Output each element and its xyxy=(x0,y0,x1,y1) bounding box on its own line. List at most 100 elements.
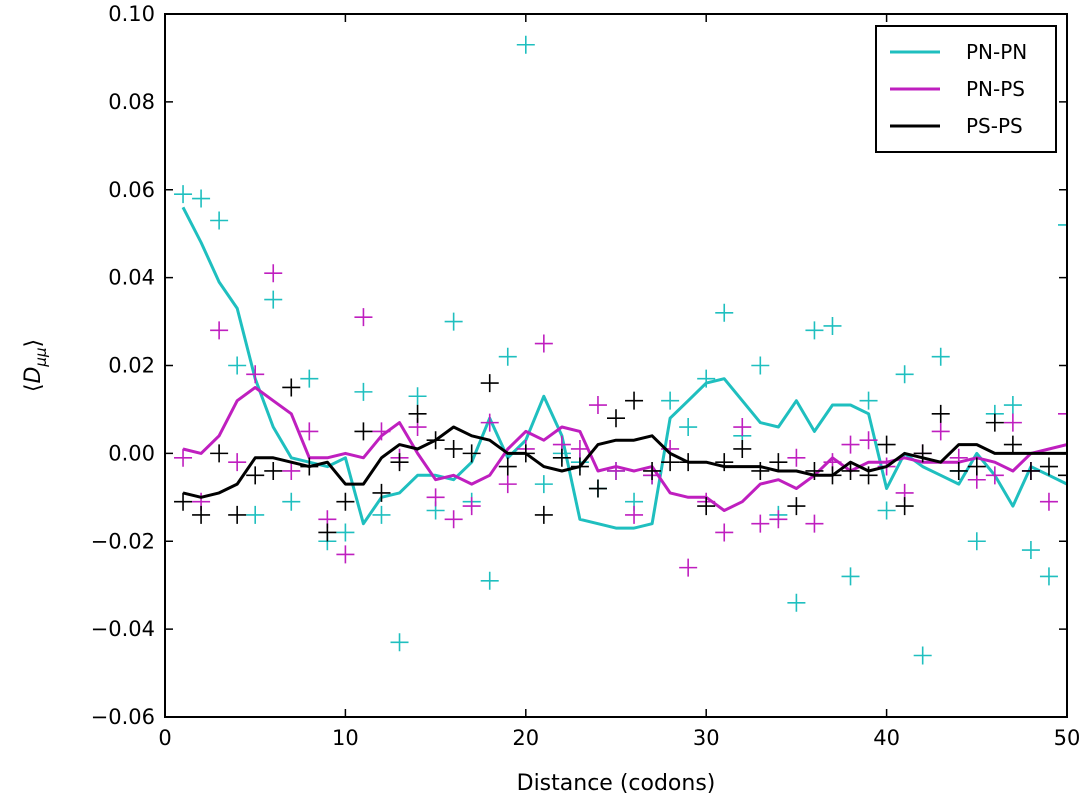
data-point-ps-ps xyxy=(228,505,247,524)
data-point-pn-pn xyxy=(679,418,698,437)
data-point-ps-ps xyxy=(913,444,932,463)
data-point-ps-ps xyxy=(643,461,662,480)
data-point-pn-ps xyxy=(751,514,770,533)
data-point-pn-pn xyxy=(661,391,680,410)
data-point-ps-ps xyxy=(661,453,680,472)
data-point-ps-ps xyxy=(408,404,427,423)
legend-item-pn-ps: PN-PS xyxy=(890,77,1025,101)
data-point-pn-ps xyxy=(210,321,229,340)
data-point-pn-pn xyxy=(372,505,391,524)
data-point-ps-ps xyxy=(480,374,499,393)
x-tick-label: 10 xyxy=(332,726,359,750)
data-point-pn-ps xyxy=(859,431,878,450)
data-point-ps-ps xyxy=(444,439,463,458)
legend-label: PN-PS xyxy=(966,77,1025,101)
data-point-pn-pn xyxy=(534,475,553,494)
y-tick-label: 0.02 xyxy=(108,354,155,378)
data-point-ps-ps xyxy=(246,466,265,485)
data-point-pn-ps xyxy=(607,461,625,480)
y-axis-label: ⟨Dμμ⟩ xyxy=(21,339,50,392)
data-point-ps-ps xyxy=(607,409,625,428)
data-point-pn-ps xyxy=(1058,404,1067,423)
data-point-pn-ps xyxy=(715,523,734,542)
data-point-pn-pn xyxy=(444,312,463,331)
x-tick-label: 40 xyxy=(873,726,900,750)
data-point-pn-ps xyxy=(372,422,391,441)
data-point-pn-pn xyxy=(895,365,914,384)
data-point-pn-ps xyxy=(228,453,247,472)
y-axis-label-text: ⟨Dμμ⟩ xyxy=(21,339,50,392)
data-point-pn-pn xyxy=(805,321,824,340)
data-point-pn-ps xyxy=(805,514,824,533)
data-point-ps-ps xyxy=(174,492,193,511)
data-point-pn-pn xyxy=(715,303,734,322)
data-point-pn-pn xyxy=(336,523,355,542)
data-point-ps-ps xyxy=(733,439,752,458)
data-point-pn-pn xyxy=(354,382,373,401)
data-point-pn-pn xyxy=(823,316,842,335)
x-tick-label: 50 xyxy=(1054,726,1081,750)
y-tick-label: 0.04 xyxy=(108,266,155,290)
data-point-ps-ps xyxy=(210,444,229,463)
data-point-ps-ps xyxy=(967,457,986,476)
data-point-pn-ps xyxy=(985,466,1004,485)
x-axis-label: Distance (codons) xyxy=(517,771,716,796)
data-point-ps-ps xyxy=(895,497,914,516)
series-line-pn-ps xyxy=(182,386,1067,512)
data-point-ps-ps xyxy=(192,505,211,524)
data-point-ps-ps xyxy=(282,378,301,397)
x-tick-label: 0 xyxy=(158,726,171,750)
legend-item-pn-pn: PN-PN xyxy=(890,40,1027,64)
data-point-ps-ps xyxy=(390,453,409,472)
data-point-pn-pn xyxy=(228,356,247,375)
data-point-pn-pn xyxy=(408,387,427,406)
data-point-ps-ps xyxy=(697,497,716,516)
data-point-pn-ps xyxy=(534,334,553,353)
data-point-pn-ps xyxy=(769,510,788,529)
data-point-ps-ps xyxy=(787,497,806,516)
data-point-pn-ps xyxy=(354,308,373,327)
legend-label: PS-PS xyxy=(966,114,1023,138)
y-tick-label: −0.02 xyxy=(91,529,155,553)
data-point-pn-pn xyxy=(1058,215,1067,234)
legend: PN-PN PN-PS PS-PS xyxy=(875,25,1057,153)
data-point-pn-pn xyxy=(480,571,499,590)
data-point-pn-ps xyxy=(444,510,463,529)
data-point-pn-pn xyxy=(877,501,896,520)
data-point-ps-ps xyxy=(300,457,319,476)
y-tick-label: 0.06 xyxy=(108,178,155,202)
data-point-ps-ps xyxy=(679,453,698,472)
data-point-pn-pn xyxy=(841,567,860,586)
data-point-ps-ps xyxy=(588,479,607,498)
data-point-pn-ps xyxy=(841,435,860,454)
data-point-pn-pn xyxy=(210,211,229,230)
x-tick-label: 20 xyxy=(512,726,539,750)
data-point-pn-pn xyxy=(1021,541,1040,560)
data-point-pn-pn xyxy=(264,290,283,309)
data-point-pn-pn xyxy=(516,35,535,54)
data-point-ps-ps xyxy=(534,505,553,524)
data-point-pn-pn xyxy=(174,185,193,204)
data-point-ps-ps xyxy=(985,413,1004,432)
data-point-ps-ps xyxy=(336,492,355,511)
data-point-pn-pn xyxy=(192,189,211,208)
data-point-pn-ps xyxy=(931,422,950,441)
data-point-pn-ps xyxy=(426,488,445,507)
data-point-ps-ps xyxy=(1058,466,1067,485)
data-point-pn-pn xyxy=(931,347,950,366)
data-point-pn-ps xyxy=(246,365,265,384)
data-point-ps-ps xyxy=(264,461,283,480)
data-point-pn-ps xyxy=(498,475,517,494)
data-point-ps-ps xyxy=(805,461,824,480)
data-point-pn-ps xyxy=(1003,413,1022,432)
data-point-ps-ps xyxy=(1003,435,1022,454)
y-tick-label: −0.04 xyxy=(91,617,155,641)
data-point-pn-pn xyxy=(913,646,932,665)
data-point-ps-ps xyxy=(426,431,445,450)
data-point-ps-ps xyxy=(715,453,734,472)
data-point-pn-pn xyxy=(282,492,301,511)
data-point-pn-ps xyxy=(264,264,283,283)
data-point-pn-pn xyxy=(1039,567,1058,586)
data-point-ps-ps xyxy=(498,457,517,476)
